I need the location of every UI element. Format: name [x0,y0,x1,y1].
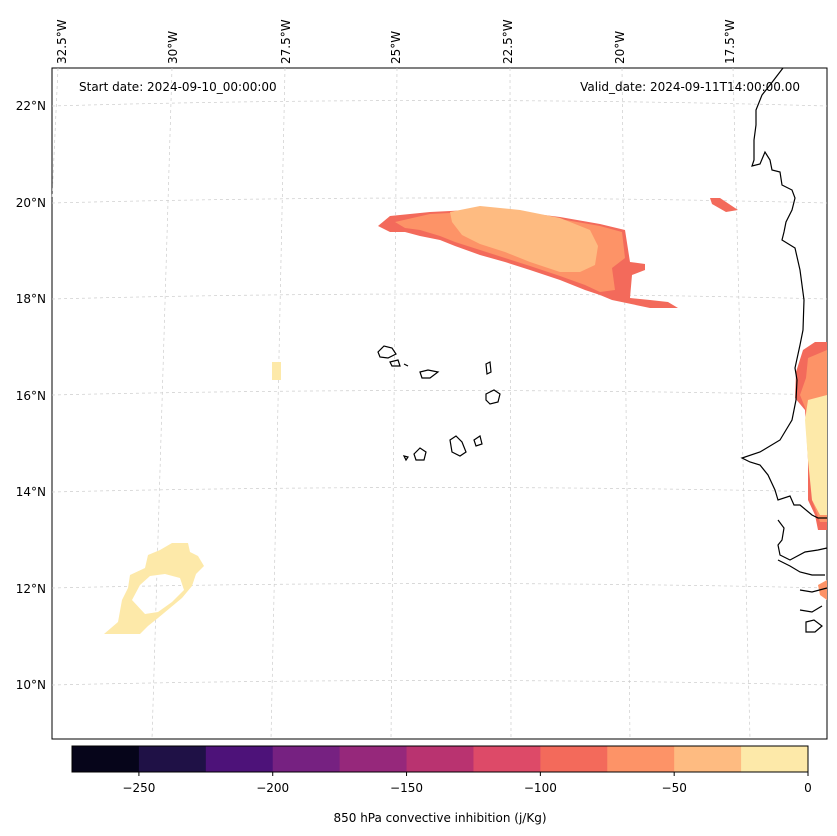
colorbar-swatch [205,746,274,772]
colorbar-ticks: −250 −200 −150 −100 −50 0 [122,772,812,795]
lat-label: 12°N [16,582,46,596]
colorbar-swatch [674,746,742,772]
colorbar-swatch [272,746,341,772]
colorbar-tick-label: −200 [256,781,289,795]
lon-label: 27.5°W [279,19,293,64]
coastline [377,67,828,633]
map-frame [51,67,828,740]
lon-label: 32.5°W [55,19,69,64]
lon-label: 22.5°W [501,19,515,64]
cin-east-coast [795,342,827,600]
lat-label: 16°N [16,389,46,403]
colorbar-swatch [473,746,541,772]
lat-label: 10°N [16,678,46,692]
colorbar-swatch [138,746,207,772]
colorbar-swatch [540,746,608,772]
gridlines [51,67,828,740]
lon-labels: 32.5°W 30°W 27.5°W 25°W 22.5°W 20°W 17.5… [55,19,737,64]
valid-date-label: Valid_date: 2024-09-11T14:00:00.00 [580,80,800,94]
lon-label: 30°W [166,31,180,64]
colorbar-tick-label: −100 [524,781,557,795]
colorbar-swatch [607,746,675,772]
colorbar-tick-label: 0 [804,781,812,795]
colorbar-label: 850 hPa convective inhibition (j/Kg) [333,811,546,825]
lon-label: 17.5°W [723,19,737,64]
colorbar-tick-label: −50 [662,781,687,795]
cin-west-patch [104,362,281,634]
colorbar: −250 −200 −150 −100 −50 0 850 hPa convec… [71,745,812,825]
colorbar-swatch [741,746,809,772]
lon-label: 25°W [389,31,403,64]
colorbar-swatch [339,746,408,772]
colorbar-tick-label: −150 [390,781,423,795]
lat-label: 20°N [16,196,46,210]
lon-label: 20°W [613,31,627,64]
lat-labels: 22°N 20°N 18°N 16°N 14°N 12°N 10°N [16,99,46,692]
lat-label: 22°N [16,99,46,113]
colorbar-swatch [406,746,474,772]
colorbar-tick-label: −250 [122,781,155,795]
lat-label: 18°N [16,292,46,306]
colorbar-outline [71,745,809,773]
colorbar-swatches [72,746,809,772]
lat-label: 14°N [16,485,46,499]
colorbar-swatch [72,746,140,772]
start-date-label: Start date: 2024-09-10_00:00:00 [79,80,277,94]
cin-north-band [378,198,738,308]
